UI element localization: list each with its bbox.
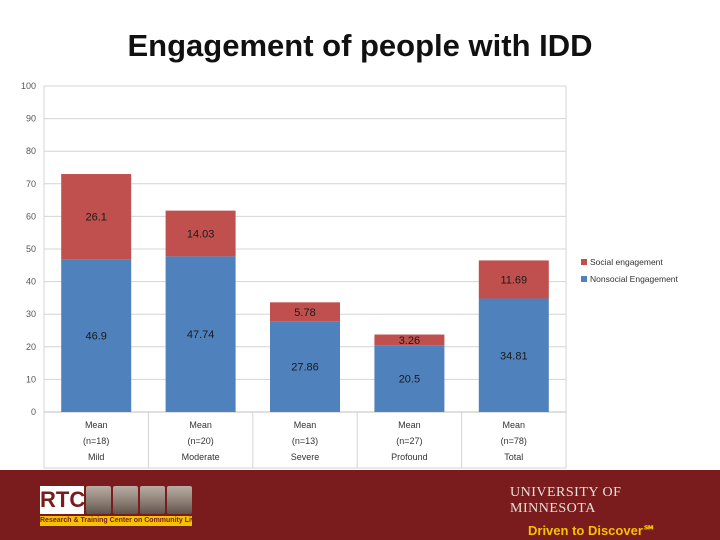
y-tick-label: 30 (26, 309, 36, 319)
photo-1 (86, 486, 111, 514)
y-axis-tick-labels: 0 10 20 30 40 50 60 70 80 90 100 (21, 81, 36, 417)
footer-banner: RTC Research & Training Center on Commun… (0, 470, 720, 540)
x-category-label: Moderate (182, 452, 220, 462)
y-tick-label: 40 (26, 277, 36, 287)
photo-4 (167, 486, 192, 514)
rtc-logo-photos (86, 486, 192, 514)
legend-label: Social engagement (590, 257, 663, 267)
x-category-label: Mean (398, 420, 421, 430)
data-label: 5.78 (294, 307, 315, 319)
data-label: 20.5 (399, 374, 420, 386)
data-label: 46.9 (85, 331, 106, 343)
y-tick-label: 100 (21, 81, 36, 91)
x-category-label: (n=78) (501, 436, 527, 446)
data-label: 27.86 (291, 362, 319, 374)
data-label: 26.1 (85, 212, 106, 224)
data-label: 14.03 (187, 228, 215, 240)
x-category-label: Profound (391, 452, 428, 462)
stacked-bar-chart: 0 10 20 30 40 50 60 70 80 90 100 46.9 26.1 47.74 14.0… (21, 81, 679, 469)
umn-logo: UNIVERSITY OF MINNESOTA Driven to Discov… (510, 485, 710, 539)
x-category-label: (n=18) (83, 436, 109, 446)
data-label: 47.74 (187, 329, 215, 341)
legend-swatch (581, 276, 587, 282)
x-category-label: Mean (85, 420, 108, 430)
x-category-label: Total (504, 452, 523, 462)
bar-social (374, 334, 445, 346)
legend-swatch (581, 259, 587, 265)
data-label: 3.26 (399, 335, 420, 347)
x-category-label: (n=27) (396, 436, 422, 446)
photo-2 (113, 486, 138, 514)
bar-nonsocial (270, 321, 340, 412)
data-label: 11.69 (500, 274, 527, 286)
data-label: 34.81 (500, 350, 528, 362)
bar-nonsocial (374, 345, 445, 412)
x-category-label: Mean (294, 420, 317, 430)
data-labels: 46.9 26.1 47.74 14.03 27.86 5.78 20.5 3.26 34.81… (85, 212, 527, 386)
x-category-label: Severe (291, 452, 320, 462)
y-tick-label: 10 (26, 374, 36, 384)
x-axis-category-labels: Mean (n=18) Mild Mean (n=20) Moderate Mean (n=1… (83, 420, 527, 462)
rtc-logo-mark: RTC (40, 486, 86, 514)
bar-nonsocial (165, 256, 236, 412)
university-tagline: Driven to Discover℠ (528, 523, 657, 538)
x-category-label: Mean (189, 420, 212, 430)
x-category-label: (n=13) (292, 436, 318, 446)
university-name: UNIVERSITY OF MINNESOTA (510, 485, 622, 516)
x-category-label: (n=20) (187, 436, 213, 446)
bar-social (165, 210, 236, 257)
y-tick-label: 20 (26, 342, 36, 352)
bar-nonsocial (61, 259, 132, 412)
x-category-label: Mean (503, 420, 526, 430)
y-tick-label: 50 (26, 244, 36, 254)
bar-social (478, 260, 549, 299)
rtc-logo: RTC Research & Training Center on Commun… (40, 486, 192, 526)
chart-title: Engagement of people with IDD (127, 28, 593, 63)
y-tick-label: 80 (26, 146, 36, 156)
bar-social (61, 174, 132, 260)
y-tick-label: 70 (26, 179, 36, 189)
y-tick-label: 90 (26, 114, 36, 124)
y-tick-label: 0 (31, 407, 36, 417)
bar-social (270, 302, 340, 322)
bars (61, 174, 549, 412)
bar-nonsocial (478, 298, 549, 412)
rtc-logo-strip: Research & Training Center on Community … (40, 516, 192, 526)
legend: Social engagement Nonsocial Engagement (581, 257, 679, 284)
x-category-label: Mild (88, 452, 105, 462)
y-tick-label: 60 (26, 211, 36, 221)
photo-3 (140, 486, 165, 514)
legend-label: Nonsocial Engagement (590, 274, 679, 284)
